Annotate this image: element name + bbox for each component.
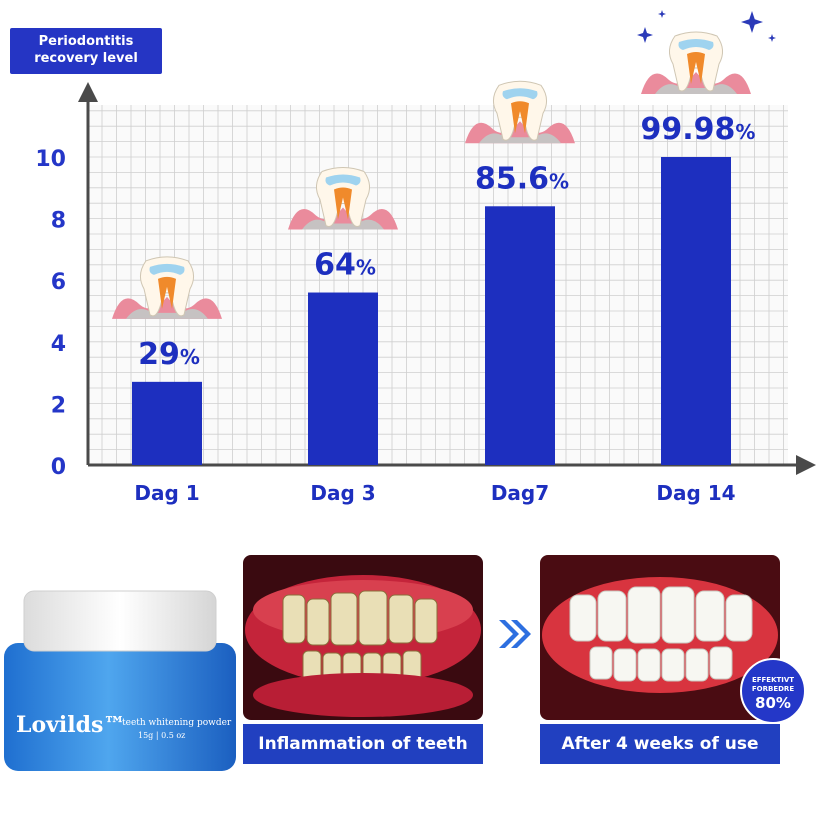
data-labels: 29% 64% 85.6% 99.98% xyxy=(138,112,755,372)
data-label: 64% xyxy=(314,248,376,283)
tooth-icon xyxy=(288,167,398,230)
x-axis-arrow xyxy=(796,455,816,475)
y-tick-label: 10 xyxy=(35,147,66,172)
bars xyxy=(132,157,731,465)
x-tick-label: Dag7 xyxy=(491,481,549,505)
product-brand: Lovilds™ xyxy=(16,712,125,738)
badge-value: 80% xyxy=(755,694,791,712)
y-tick-label: 0 xyxy=(51,455,66,480)
after-caption: After 4 weeks of use xyxy=(540,724,780,764)
y-tick-label: 8 xyxy=(51,209,66,234)
jar-lid xyxy=(23,590,217,652)
product-jar: Lovilds™ teeth whitening powder 15g | 0.… xyxy=(4,590,236,771)
y-tick-label: 6 xyxy=(51,270,66,295)
product-name: teeth whitening powder xyxy=(122,718,232,728)
badge-line-1: EFFEKTIVT xyxy=(751,676,795,684)
product-size: 15g | 0.5 oz xyxy=(138,731,185,740)
tooth-icon xyxy=(112,256,222,319)
jar-body xyxy=(4,643,236,771)
tooth-icon xyxy=(465,80,575,144)
improvement-badge: EFFEKTIVT FORBEDRE 80% xyxy=(740,658,806,724)
sparkle-icon xyxy=(637,10,776,43)
bar xyxy=(308,292,378,465)
bar xyxy=(661,157,731,465)
x-tick-label: Dag 1 xyxy=(134,481,199,505)
y-tick-label: 2 xyxy=(51,393,66,418)
data-label: 99.98% xyxy=(641,112,756,147)
bar-chart: 0 2 4 6 8 10 29% 64% 85.6% 99.98% Dag 1 Dag 3 Dag7… xyxy=(35,10,816,505)
tooth-illustrations xyxy=(112,10,776,319)
y-tick-label: 4 xyxy=(51,332,66,357)
data-label: 29% xyxy=(138,337,200,372)
bar xyxy=(132,381,202,465)
bar xyxy=(485,206,555,465)
chart-title: Periodontitis recovery level xyxy=(10,28,162,74)
x-tick-label: Dag 3 xyxy=(310,481,375,505)
data-label: 85.6% xyxy=(475,161,569,196)
double-chevron-right-icon xyxy=(499,620,531,648)
inflamed-teeth-image xyxy=(243,555,483,720)
x-tick-labels: Dag 1 Dag 3 Dag7 Dag 14 xyxy=(134,481,735,505)
y-ticks: 0 2 4 6 8 10 xyxy=(35,147,66,480)
before-photo xyxy=(243,555,483,720)
x-tick-label: Dag 14 xyxy=(656,481,735,505)
before-caption: Inflammation of teeth xyxy=(243,724,483,764)
chart-title-line-2: recovery level xyxy=(34,51,138,66)
badge-line-2: FORBEDRE xyxy=(751,685,795,693)
chart-title-line-1: Periodontitis xyxy=(38,34,134,49)
y-axis-arrow xyxy=(78,82,98,102)
tooth-icon xyxy=(641,31,751,94)
